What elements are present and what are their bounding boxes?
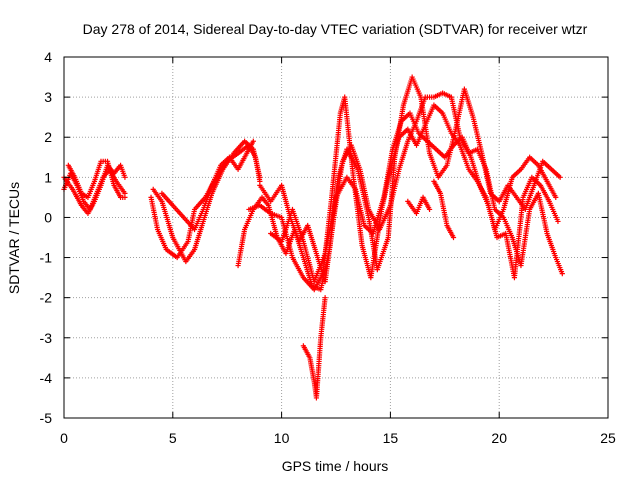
series-track-13 (405, 194, 433, 217)
data-point (257, 174, 263, 180)
data-points (61, 74, 565, 401)
y-tick-labels: -5 -4 -3 -2 -1 0 1 2 3 4 (40, 49, 53, 426)
y-tick-label: 3 (44, 89, 52, 105)
series-track-6 (159, 138, 256, 233)
y-tick-label: 2 (44, 129, 52, 145)
data-point (322, 295, 328, 301)
data-point (450, 234, 457, 241)
data-point (555, 218, 561, 225)
series-track-10 (268, 110, 561, 285)
series-track-11 (300, 295, 328, 401)
x-tick-label: 0 (60, 430, 68, 446)
y-tick-label: 0 (44, 209, 52, 225)
x-tick-labels: 0 5 10 15 20 25 (60, 430, 616, 446)
x-tick-label: 15 (383, 430, 399, 446)
y-tick-label: 1 (44, 169, 52, 185)
data-point (557, 174, 563, 180)
data-point (553, 194, 559, 200)
y-tick-label: 4 (44, 49, 52, 65)
y-tick-label: -1 (40, 250, 53, 266)
data-point (559, 271, 565, 277)
data-point (122, 174, 128, 180)
y-axis-label: SDTVAR / TECUs (6, 182, 22, 294)
plot-frame (63, 56, 609, 419)
series-track-7 (235, 74, 563, 293)
y-tick-label: -4 (40, 370, 53, 386)
y-tick-label: -5 (40, 410, 53, 426)
series-track-12 (431, 178, 457, 241)
x-tick-label: 10 (274, 430, 290, 446)
y-tick-label: -2 (40, 290, 53, 306)
y-tick-label: -3 (40, 330, 53, 346)
x-tick-label: 25 (600, 430, 616, 446)
data-point (250, 138, 256, 144)
series-track-3 (65, 158, 128, 200)
x-tick-label: 20 (491, 430, 507, 446)
x-tick-label: 5 (169, 430, 177, 446)
chart-title: Day 278 of 2014, Sidereal Day-to-day VTE… (83, 21, 588, 37)
axis-ticks (63, 56, 609, 419)
x-axis-label: GPS time / hours (282, 458, 389, 474)
data-point (122, 194, 128, 200)
data-point (426, 206, 433, 213)
